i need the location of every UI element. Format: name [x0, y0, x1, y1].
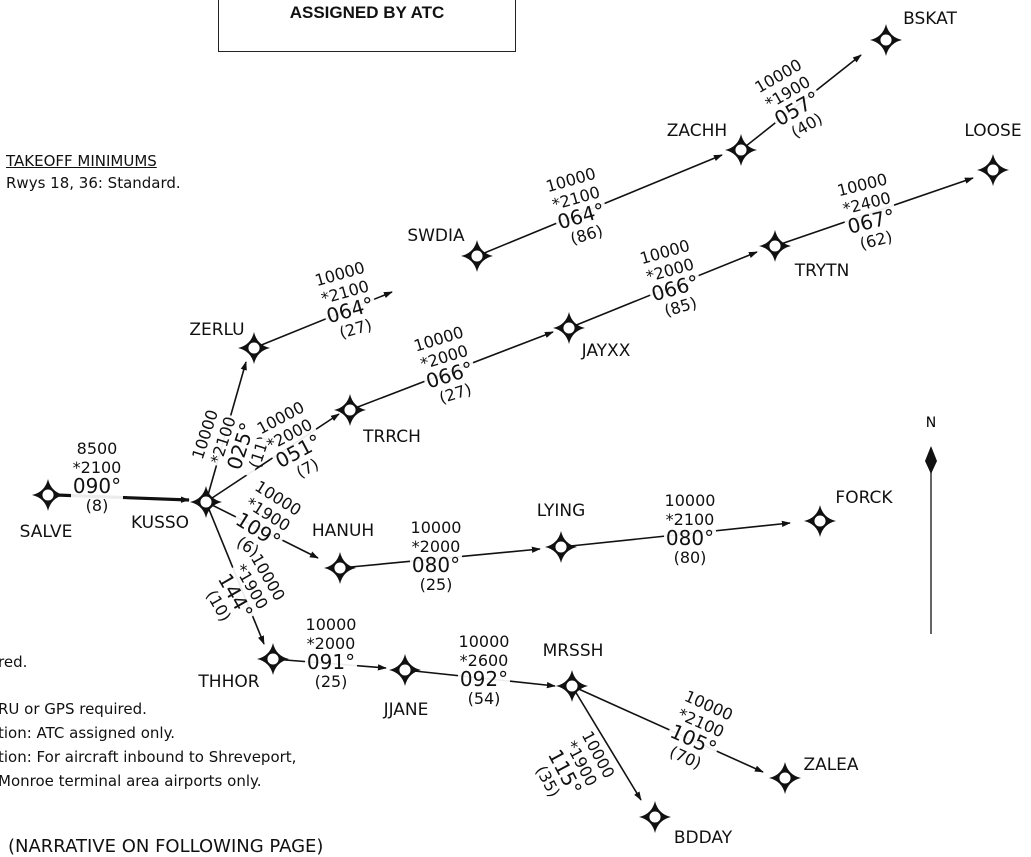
procedure-notes: red. RU or GPS required. tion: ATC assig…	[0, 650, 296, 793]
segment-dist: (80)	[674, 548, 707, 567]
fix-trytn	[759, 230, 791, 262]
segment-mea: 10000	[459, 632, 510, 651]
fix-bskat	[870, 24, 902, 56]
segment-course: 080°	[666, 526, 714, 550]
segment-mea: 10000	[665, 491, 716, 510]
fix-label: KUSSO	[131, 513, 189, 533]
fix-hanuh	[324, 552, 356, 584]
narrative-note: (NARRATIVE ON FOLLOWING PAGE)	[8, 836, 324, 857]
takeoff-minimums: TAKEOFF MINIMUMS Rwys 18, 36: Standard.	[6, 150, 181, 194]
takeoff-minimums-text: Rwys 18, 36: Standard.	[6, 174, 181, 192]
fix-zerlu	[238, 332, 270, 364]
fix-label: BSKAT	[903, 9, 957, 29]
fix-label: THHOR	[197, 672, 259, 692]
segment-dist: (25)	[315, 672, 348, 691]
fix-bdday	[639, 801, 671, 833]
segment-mea: 10000	[411, 518, 462, 537]
segment-course: 080°	[412, 553, 460, 577]
segment-moca: *2100	[666, 510, 715, 529]
fix-zachh	[725, 134, 757, 166]
fix-label: HANUH	[312, 521, 374, 541]
fix-symbols: SALVE KUSSO ZERLU SWDIA ZACHH BSKAT TRRCH JAYXX…	[20, 9, 1022, 848]
fix-swdia	[461, 240, 493, 272]
fix-salve	[32, 479, 64, 511]
segment-mea: 8500	[77, 439, 118, 458]
route-segment-mrssh-zalea	[571, 685, 764, 773]
segment-dist: (8)	[86, 496, 109, 515]
fix-label: JJANE	[383, 700, 429, 720]
fix-label: LOOSE	[964, 121, 1021, 141]
fix-thhor	[257, 643, 289, 675]
atc-assigned-box: ASSIGNED BY ATC	[218, 0, 516, 52]
fix-loose	[977, 154, 1009, 186]
route-segment-kusso-trrch	[205, 413, 340, 503]
segment-course: 091°	[307, 650, 355, 674]
fix-label: SALVE	[20, 522, 73, 542]
fix-mrssh	[556, 670, 588, 702]
fix-zalea	[769, 762, 801, 794]
atc-box-text: ASSIGNED BY ATC	[289, 3, 445, 22]
note-line: tion: For aircraft inbound to Shreveport…	[0, 748, 297, 766]
fix-label: TRRCH	[362, 427, 421, 447]
fix-label: LYING	[537, 501, 586, 521]
segment-dist: (25)	[420, 575, 453, 594]
north-arrow: N	[925, 415, 937, 634]
fix-kusso	[190, 486, 222, 518]
fix-lying	[545, 531, 577, 563]
segment-mea: 10000	[306, 615, 357, 634]
note-line: red.	[0, 653, 28, 671]
route-segment-mrssh-bdday	[571, 685, 642, 801]
route-lines	[55, 54, 974, 801]
fix-jayxx	[553, 312, 585, 344]
fix-jjane	[389, 654, 421, 686]
north-label: N	[926, 415, 936, 431]
segment-moca: *2000	[307, 634, 356, 653]
segment-moca: *2000	[412, 537, 461, 556]
route-labels: 8500*2100090°(8)10000*2100025°(11)10000*…	[71, 54, 902, 806]
note-line: Monroe terminal area airports only.	[0, 772, 262, 790]
fix-label: ZALEA	[803, 755, 858, 775]
fix-label: BDDAY	[674, 828, 733, 848]
segment-course: 090°	[73, 474, 121, 498]
note-line: tion: ATC assigned only.	[0, 724, 176, 742]
fix-label: SWDIA	[407, 226, 465, 246]
fix-label: TRYTN	[794, 261, 850, 281]
segment-course: 092°	[460, 667, 508, 691]
fix-label: ZERLU	[189, 320, 244, 340]
fix-label: JAYXX	[581, 341, 631, 361]
note-line: RU or GPS required.	[0, 700, 147, 718]
segment-moca: *2600	[460, 651, 509, 670]
fix-label: FORCK	[835, 488, 893, 508]
segment-dist: (54)	[468, 689, 501, 708]
fix-label: MRSSH	[543, 641, 604, 661]
segment-moca: *2100	[73, 458, 122, 477]
fix-label: ZACHH	[667, 121, 727, 141]
fix-forck	[804, 505, 836, 537]
takeoff-minimums-heading: TAKEOFF MINIMUMS	[6, 152, 157, 170]
fix-trrch	[334, 394, 366, 426]
